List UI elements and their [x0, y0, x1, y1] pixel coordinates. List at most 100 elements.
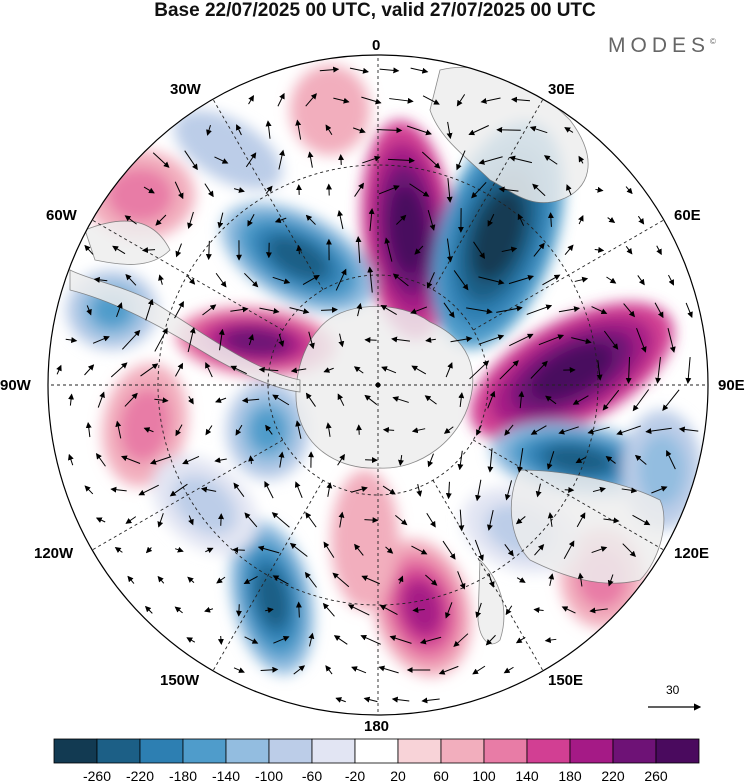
wind-arrow [184, 150, 198, 171]
wind-arrow [446, 238, 453, 263]
colorbar-tick-label: -220 [126, 768, 154, 783]
wind-arrow [382, 485, 396, 495]
wind-arrow [499, 360, 519, 380]
wind-arrow [426, 513, 436, 528]
wind-arrow [322, 602, 335, 617]
wind-arrow [380, 304, 397, 315]
wind-arrow [623, 303, 636, 318]
lon-label-60e: 60E [674, 207, 701, 224]
wind-arrow [387, 157, 415, 164]
wind-arrow [362, 155, 381, 164]
colorbar-swatch [354, 738, 399, 764]
wind-arrow [143, 186, 155, 194]
wind-arrow [188, 396, 194, 405]
wind-arrow [416, 484, 423, 497]
wind-arrow [353, 366, 364, 374]
wind-arrow [457, 571, 466, 590]
wind-arrow [145, 298, 154, 321]
colorbar-swatch [397, 738, 442, 764]
wind-arrow [655, 357, 662, 384]
wind-arrow [265, 120, 272, 139]
wind-arrow [546, 451, 555, 470]
wind-arrow [206, 124, 212, 136]
wind-arrow [592, 486, 606, 493]
wind-arrow [305, 512, 317, 528]
wind-arrow [558, 426, 579, 435]
wind-arrow [398, 454, 404, 466]
colorbar: -260 -220 -180 -140 -100 -60 -20 20 60 100 140 180 2… [53, 738, 700, 783]
wind-arrow [458, 509, 465, 532]
anomaly-contour [638, 434, 686, 506]
wind-arrow [509, 155, 533, 164]
wind-arrow [645, 427, 672, 435]
colorbar-swatch [569, 738, 614, 764]
wind-arrow [152, 152, 170, 168]
wind-arrow [265, 607, 274, 614]
wind-arrow [264, 480, 274, 499]
anomaly-contour [267, 235, 329, 281]
wind-arrow [85, 421, 92, 438]
wind-arrow [458, 392, 465, 407]
wind-arrow [445, 481, 452, 500]
wind-arrow [438, 665, 459, 675]
wind-arrow [518, 390, 525, 409]
wind-arrow [530, 425, 547, 435]
anomaly-contour [107, 168, 173, 222]
wind-arrow [425, 574, 438, 586]
wind-arrow [389, 635, 412, 644]
wind-arrow [391, 336, 410, 343]
wind-arrow [337, 453, 345, 466]
wind-arrow [244, 272, 259, 288]
wind-arrow [56, 364, 62, 375]
polar-stereographic-map [47, 54, 709, 716]
wind-arrow [236, 124, 242, 136]
wind-arrow [378, 185, 400, 195]
wind-arrow [564, 127, 574, 133]
wind-arrow [295, 601, 302, 618]
colorbar-swatch [483, 738, 528, 764]
wind-arrow [115, 420, 122, 439]
wind-arrow [204, 606, 214, 613]
wind-arrow [351, 666, 367, 674]
wind-arrow [187, 211, 194, 229]
wind-arrow [204, 183, 214, 198]
wind-arrow [175, 362, 184, 377]
wind-arrow [667, 327, 676, 353]
negative-anomaly-lobe [221, 202, 375, 314]
wind-arrow [391, 696, 410, 703]
wind-arrow [685, 357, 692, 384]
wind-arrow [360, 634, 381, 645]
wind-arrow [157, 513, 164, 528]
colorbar-swatch [311, 738, 356, 764]
wind-arrow [587, 426, 610, 435]
lon-label-180: 180 [364, 718, 390, 735]
wind-arrow [244, 512, 258, 528]
wind-arrow [421, 697, 440, 704]
wind-arrow [487, 390, 496, 409]
wind-arrow [397, 575, 404, 584]
wind-arrow [517, 213, 525, 226]
wind-arrow [476, 424, 482, 436]
wind-arrow [188, 515, 194, 526]
wind-arrow [354, 543, 364, 556]
wind-arrow [364, 517, 379, 524]
wind-arrow [265, 424, 273, 435]
wind-arrow [174, 300, 184, 319]
wind-arrow [355, 236, 362, 264]
positive-anomaly-lobe [361, 120, 455, 340]
wind-arrow [594, 246, 605, 253]
wind-arrow [427, 453, 434, 468]
wind-arrow [533, 242, 545, 257]
wind-arrow [205, 240, 212, 261]
anomaly-contour [248, 406, 288, 454]
wind-arrow [174, 181, 184, 200]
colorbar-tick-label: -140 [212, 768, 240, 783]
colorbar-tick-label: -20 [345, 768, 365, 783]
colorbar-tick-label: -180 [169, 768, 197, 783]
wind-arrow [538, 334, 565, 346]
wind-arrow [471, 182, 487, 199]
wind-arrow [542, 274, 561, 286]
wind-arrow [125, 516, 137, 524]
wind-arrow [352, 127, 366, 134]
wind-arrow [475, 479, 482, 502]
